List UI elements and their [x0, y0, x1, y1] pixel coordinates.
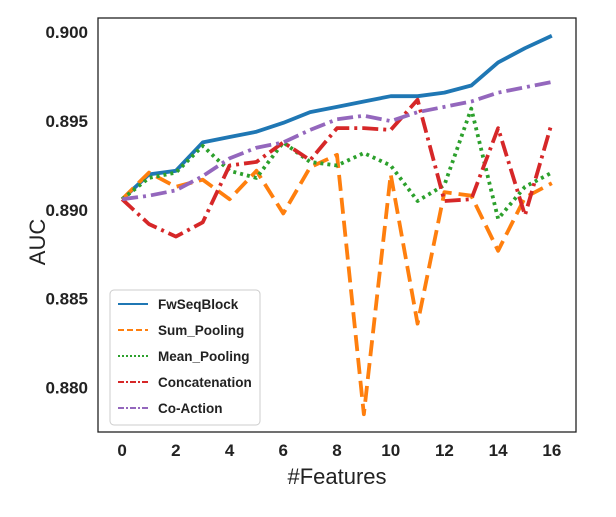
y-tick-label: 0.900 — [45, 23, 88, 42]
legend-label: Concatenation — [158, 375, 252, 390]
y-tick-labels: 0.880 0.885 0.890 0.895 0.900 — [45, 23, 88, 397]
legend-label: Co-Action — [158, 401, 223, 416]
y-tick-label: 0.885 — [45, 290, 88, 309]
y-tick-label: 0.880 — [45, 379, 88, 398]
series-line-fwseqblock — [120, 34, 553, 201]
x-tick-label: 4 — [225, 441, 235, 460]
x-tick-label: 6 — [279, 441, 288, 460]
legend-label: Sum_Pooling — [158, 323, 244, 338]
y-axis-title: AUC — [25, 219, 50, 266]
series-line-concatenation — [120, 97, 554, 239]
legend-box — [109, 289, 261, 426]
y-tick-label: 0.890 — [45, 201, 88, 220]
plot-frame — [97, 17, 577, 433]
x-tick-label: 14 — [489, 441, 508, 460]
y-tick-label: 0.895 — [45, 112, 88, 131]
legend-label: FwSeqBlock — [158, 297, 239, 312]
x-tick-label: 8 — [332, 441, 341, 460]
series-layer — [120, 34, 554, 417]
x-tick-labels: 0 2 4 6 8 10 12 14 16 — [117, 441, 561, 460]
series-line-mean-pooling — [120, 106, 553, 221]
x-tick-label: 0 — [117, 441, 126, 460]
legend-label: Mean_Pooling — [158, 349, 250, 364]
x-tick-label: 12 — [435, 441, 454, 460]
series-line-sum-pooling — [120, 152, 553, 417]
x-axis-title: #Features — [287, 464, 386, 489]
x-tick-label: 2 — [171, 441, 180, 460]
x-tick-label: 16 — [542, 441, 561, 460]
legend: FwSeqBlock Sum_Pooling Mean_Pooling Concate… — [109, 289, 261, 426]
series-line-co-action — [121, 80, 553, 202]
legend-entries: FwSeqBlock Sum_Pooling Mean_Pooling Concate… — [118, 297, 252, 416]
x-tick-label: 10 — [381, 441, 400, 460]
